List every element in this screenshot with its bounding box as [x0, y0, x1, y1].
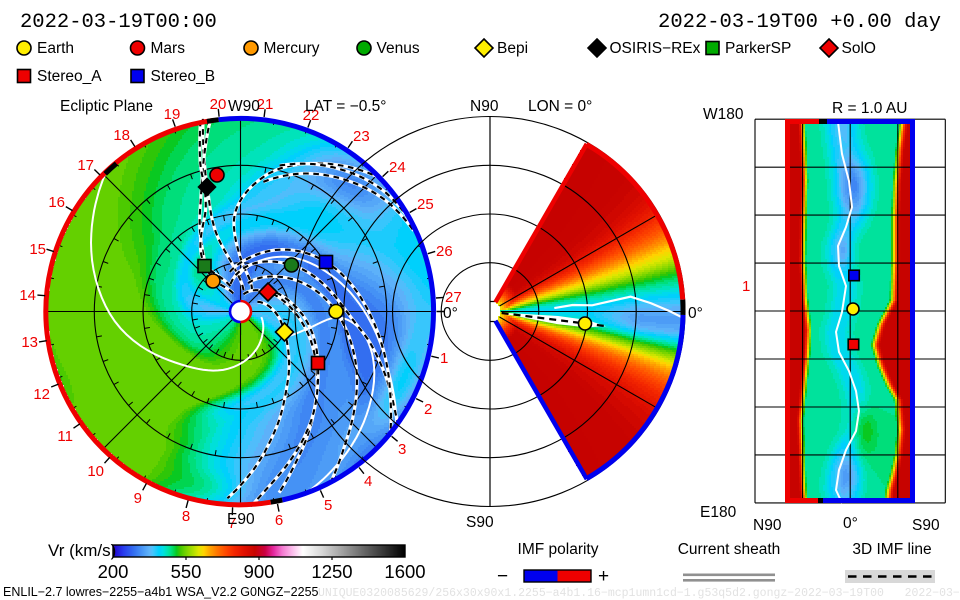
- svg-text:11: 11: [57, 428, 73, 445]
- svg-text:UNIQUE0320085629/256x30x90x1.2: UNIQUE0320085629/256x30x90x1.2255−a4b1.1…: [318, 587, 960, 600]
- svg-text:16: 16: [48, 194, 65, 211]
- svg-text:E90: E90: [227, 511, 255, 528]
- svg-text:SolO: SolO: [842, 40, 876, 57]
- svg-text:27: 27: [445, 289, 462, 306]
- svg-text:12: 12: [33, 386, 50, 403]
- svg-text:Stereo_B: Stereo_B: [151, 68, 216, 85]
- svg-text:8: 8: [182, 508, 190, 525]
- svg-text:LAT = −0.5°: LAT = −0.5°: [305, 98, 386, 115]
- svg-text:Venus: Venus: [377, 40, 420, 57]
- svg-text:+: +: [598, 566, 609, 587]
- svg-text:20: 20: [210, 96, 227, 113]
- svg-text:2: 2: [424, 401, 432, 418]
- svg-text:IMF polarity: IMF polarity: [518, 541, 599, 558]
- svg-text:2022-03-19T00 +0.00 day: 2022-03-19T00 +0.00 day: [658, 11, 941, 34]
- svg-text:21: 21: [257, 96, 274, 113]
- svg-text:W90: W90: [228, 98, 260, 115]
- svg-text:S90: S90: [466, 514, 494, 531]
- svg-text:−: −: [497, 566, 508, 587]
- svg-text:R = 1.0 AU: R = 1.0 AU: [832, 100, 907, 117]
- svg-text:Stereo_A: Stereo_A: [37, 68, 102, 85]
- svg-text:19: 19: [164, 106, 181, 123]
- svg-text:Vr (km/s): Vr (km/s): [48, 541, 116, 560]
- svg-text:Ecliptic Plane: Ecliptic Plane: [60, 98, 153, 115]
- svg-text:OSIRIS−REx: OSIRIS−REx: [610, 40, 701, 57]
- svg-text:1: 1: [440, 350, 448, 367]
- svg-text:Bepi: Bepi: [497, 40, 528, 57]
- svg-text:W180: W180: [703, 106, 744, 123]
- svg-text:1250: 1250: [311, 561, 352, 582]
- svg-text:0°: 0°: [843, 515, 858, 532]
- svg-text:14: 14: [19, 287, 36, 304]
- svg-text:E180: E180: [700, 504, 737, 521]
- svg-text:N90: N90: [470, 98, 499, 115]
- svg-text:N90: N90: [753, 517, 782, 534]
- svg-text:22: 22: [303, 107, 320, 124]
- svg-text:17: 17: [77, 157, 94, 174]
- svg-text:LON = 0°: LON = 0°: [528, 98, 592, 115]
- svg-text:2022-03-19T00:00: 2022-03-19T00:00: [20, 11, 217, 34]
- svg-text:26: 26: [436, 243, 453, 260]
- svg-text:Earth: Earth: [37, 40, 74, 57]
- svg-text:9: 9: [134, 490, 142, 507]
- svg-text:3D IMF line: 3D IMF line: [852, 541, 931, 558]
- svg-text:24: 24: [389, 159, 406, 176]
- svg-text:3: 3: [398, 441, 406, 458]
- svg-text:ParkerSP: ParkerSP: [725, 40, 791, 57]
- svg-text:Current sheath: Current sheath: [678, 541, 781, 558]
- svg-text:7: 7: [228, 515, 236, 532]
- svg-text:0°: 0°: [443, 305, 458, 322]
- svg-text:18: 18: [113, 127, 130, 144]
- svg-text:550: 550: [171, 561, 202, 582]
- svg-text:S90: S90: [912, 517, 940, 534]
- svg-text:6: 6: [275, 512, 283, 529]
- svg-text:15: 15: [29, 241, 46, 258]
- svg-text:5: 5: [324, 497, 332, 514]
- svg-text:10: 10: [87, 463, 104, 480]
- svg-text:1: 1: [742, 278, 750, 295]
- svg-text:13: 13: [21, 334, 38, 351]
- svg-text:ENLIL−2.7 lowres−2255−a4b1 WSA: ENLIL−2.7 lowres−2255−a4b1 WSA_V2.2 G0NG…: [3, 585, 319, 599]
- svg-text:900: 900: [244, 561, 275, 582]
- svg-text:4: 4: [364, 473, 372, 490]
- svg-text:Mars: Mars: [151, 40, 186, 57]
- svg-text:1600: 1600: [384, 561, 425, 582]
- svg-text:200: 200: [98, 561, 129, 582]
- svg-text:0°: 0°: [688, 305, 703, 322]
- svg-text:23: 23: [353, 128, 370, 145]
- svg-text:Mercury: Mercury: [264, 40, 320, 57]
- svg-text:25: 25: [417, 196, 434, 213]
